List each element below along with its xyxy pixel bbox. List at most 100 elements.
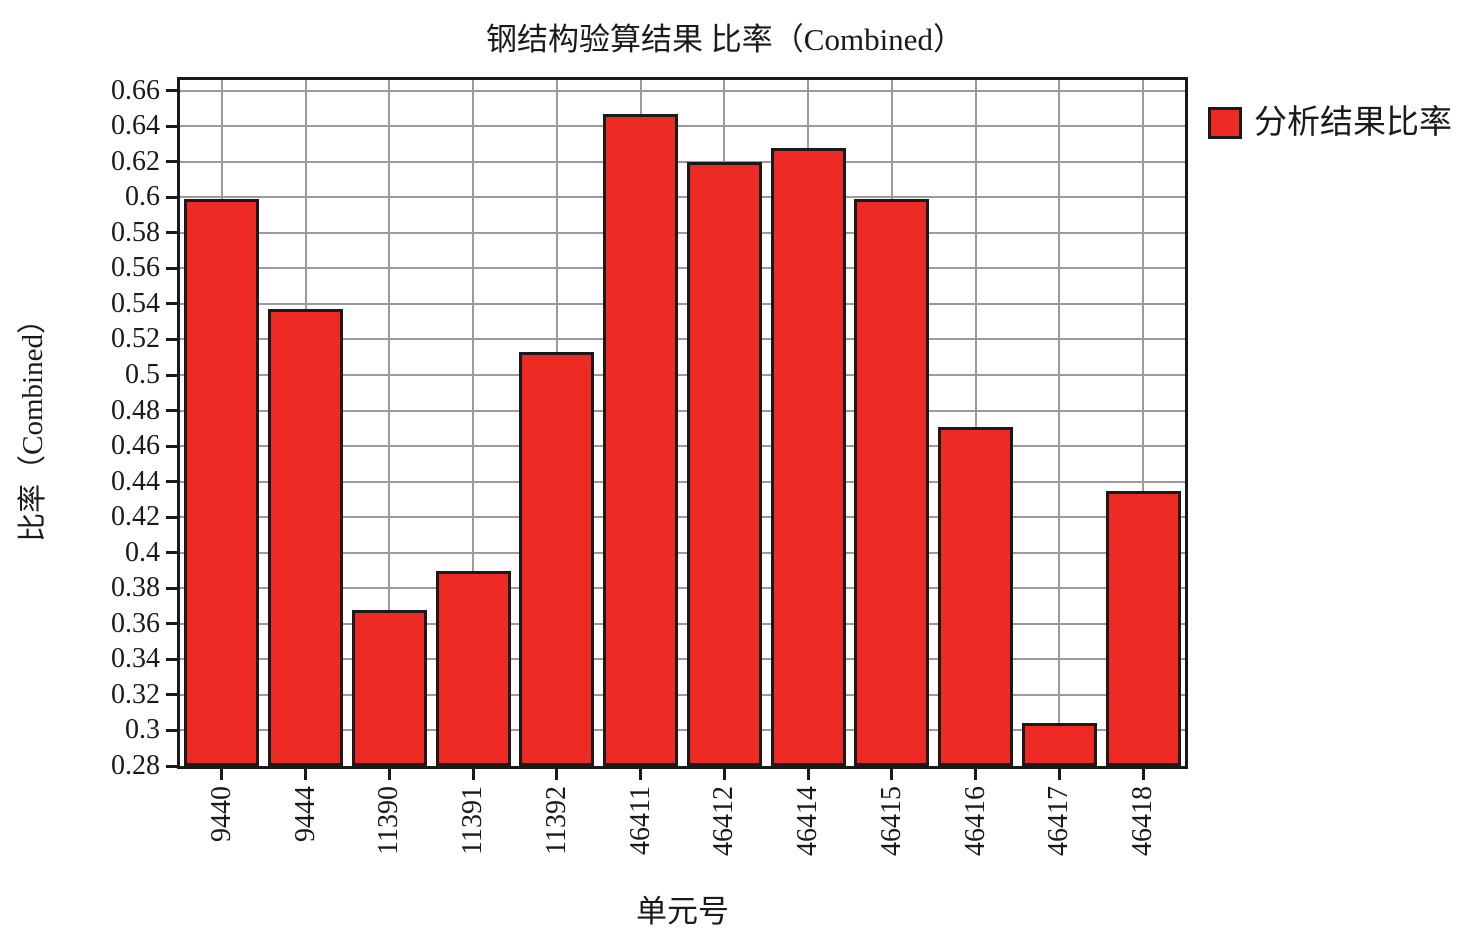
y-tick-label: 0.52 bbox=[111, 323, 160, 355]
h-gridline bbox=[180, 658, 1185, 661]
bar-9440 bbox=[184, 199, 260, 766]
x-tick bbox=[974, 766, 978, 780]
h-gridline bbox=[180, 729, 1185, 732]
h-gridline bbox=[180, 374, 1185, 376]
x-tick bbox=[639, 766, 643, 780]
y-tick bbox=[166, 302, 180, 306]
x-tick-label: 46414 bbox=[792, 786, 824, 856]
y-tick bbox=[166, 728, 180, 732]
y-tick bbox=[166, 195, 180, 199]
x-tick-label: 9440 bbox=[205, 786, 237, 842]
h-gridline bbox=[180, 231, 1185, 234]
bar-46417 bbox=[1021, 723, 1097, 766]
x-tick bbox=[1057, 766, 1061, 780]
y-tick-label: 0.46 bbox=[111, 430, 160, 462]
plot-area bbox=[177, 77, 1188, 769]
x-tick-label: 11390 bbox=[373, 786, 405, 855]
y-tick-label: 0.58 bbox=[111, 216, 160, 248]
y-tick-label: 0.66 bbox=[111, 74, 160, 106]
y-tick bbox=[166, 622, 180, 626]
y-tick-label: 0.34 bbox=[111, 643, 160, 675]
x-tick-label: 46416 bbox=[959, 786, 991, 856]
x-tick-label: 46415 bbox=[875, 786, 907, 856]
bar-46412 bbox=[686, 161, 762, 766]
y-tick-label: 0.5 bbox=[125, 359, 160, 390]
h-gridline bbox=[180, 338, 1185, 341]
h-gridline bbox=[180, 302, 1185, 305]
h-gridline bbox=[180, 196, 1185, 199]
x-tick-label: 46411 bbox=[624, 786, 656, 855]
bar-9444 bbox=[268, 309, 344, 766]
y-tick-label: 0.44 bbox=[111, 465, 160, 497]
y-tick-label: 0.62 bbox=[111, 145, 160, 177]
h-gridline bbox=[180, 551, 1185, 554]
y-tick-label: 0.3 bbox=[125, 714, 160, 746]
y-tick-label: 0.32 bbox=[111, 678, 160, 710]
y-tick bbox=[166, 160, 180, 164]
h-gridline bbox=[180, 445, 1185, 448]
bar-11391 bbox=[435, 570, 511, 766]
bar-46418 bbox=[1105, 490, 1181, 766]
x-tick bbox=[890, 766, 894, 780]
x-tick bbox=[722, 766, 726, 780]
h-gridline bbox=[180, 516, 1185, 519]
y-tick bbox=[166, 337, 180, 341]
x-tick bbox=[806, 766, 810, 780]
y-tick bbox=[166, 231, 180, 235]
y-tick bbox=[166, 124, 180, 128]
x-tick-label: 46418 bbox=[1127, 786, 1159, 856]
h-gridline bbox=[180, 160, 1185, 163]
h-gridline bbox=[180, 480, 1185, 483]
y-tick-label: 0.48 bbox=[111, 394, 160, 426]
x-tick-label: 46412 bbox=[708, 786, 740, 856]
y-tick-label: 0.28 bbox=[111, 750, 160, 781]
x-tick-label: 11392 bbox=[540, 786, 572, 855]
y-tick-label: 0.56 bbox=[111, 252, 160, 284]
y-tick-label: 0.54 bbox=[111, 287, 160, 319]
v-gridline bbox=[1058, 80, 1061, 766]
y-tick-label: 0.4 bbox=[125, 536, 160, 568]
y-tick bbox=[166, 444, 180, 448]
legend-swatch bbox=[1208, 107, 1242, 139]
h-gridline bbox=[180, 622, 1185, 625]
h-gridline bbox=[180, 587, 1185, 590]
x-tick bbox=[304, 766, 308, 780]
y-tick-label: 0.42 bbox=[111, 501, 160, 533]
y-tick bbox=[166, 657, 180, 661]
v-gridline bbox=[388, 80, 391, 766]
y-tick bbox=[166, 373, 180, 377]
y-tick bbox=[166, 586, 180, 590]
y-tick bbox=[166, 409, 180, 413]
y-tick bbox=[166, 764, 180, 768]
bar-11392 bbox=[519, 351, 595, 766]
x-tick bbox=[1141, 766, 1145, 780]
v-gridline bbox=[974, 80, 977, 766]
bar-46415 bbox=[854, 199, 930, 766]
x-tick bbox=[387, 766, 391, 780]
y-tick-label: 0.64 bbox=[111, 110, 160, 142]
y-tick-label: 0.6 bbox=[125, 181, 160, 213]
y-tick bbox=[166, 480, 180, 484]
v-gridline bbox=[472, 80, 475, 766]
y-tick-label: 0.38 bbox=[111, 572, 160, 604]
chart-title: 钢结构验算结果 比率（Combined） bbox=[486, 22, 964, 57]
x-axis-title: 单元号 bbox=[636, 894, 729, 929]
y-tick bbox=[166, 515, 180, 519]
y-tick bbox=[166, 89, 180, 93]
h-gridline bbox=[180, 89, 1185, 92]
v-gridline bbox=[1142, 80, 1145, 766]
bar-46411 bbox=[603, 113, 679, 766]
x-tick bbox=[555, 766, 559, 780]
y-tick bbox=[166, 551, 180, 555]
bar-11390 bbox=[351, 609, 427, 766]
h-gridline bbox=[180, 125, 1185, 128]
x-tick bbox=[471, 766, 475, 780]
x-tick-label: 9444 bbox=[289, 786, 321, 842]
h-gridline bbox=[180, 409, 1185, 412]
x-tick bbox=[220, 766, 224, 780]
bar-46416 bbox=[938, 426, 1014, 766]
y-tick bbox=[166, 266, 180, 270]
y-tick-label: 0.36 bbox=[111, 607, 160, 639]
y-tick bbox=[166, 693, 180, 697]
